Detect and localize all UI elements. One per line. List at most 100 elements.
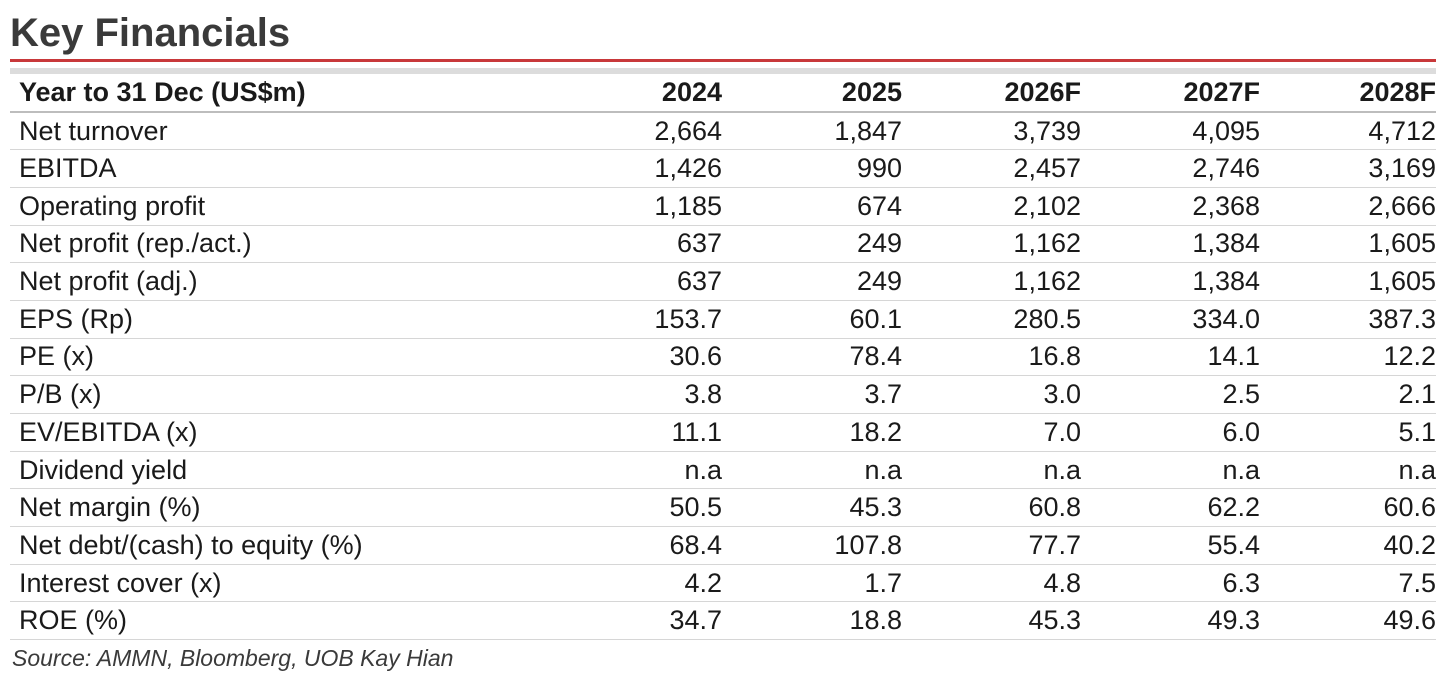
row-value: 50.5 [602,488,722,528]
table-row: Net debt/(cash) to equity (%) 68.4 107.8 77… [10,526,1436,565]
key-financials-table: Year to 31 Dec (US$m) 2024 2025 2026F 20… [10,74,1436,641]
row-value: 4.8 [902,564,1081,603]
row-label: ROE (%) [10,601,602,641]
row-value: 107.8 [722,526,902,565]
header-year: 2026F [902,74,1081,113]
row-value: 18.2 [722,413,902,452]
row-value: 14.1 [1081,338,1260,377]
row-value: 1,605 [1260,225,1436,264]
row-value: 1,847 [722,112,902,151]
row-label: Operating profit [10,187,602,226]
row-value: 49.3 [1081,601,1260,641]
row-value: 6.0 [1081,413,1260,452]
row-value: 77.7 [902,526,1081,565]
row-label: EPS (Rp) [10,300,602,339]
row-value: 2,746 [1081,149,1260,188]
row-value: 1,185 [602,187,722,226]
title-divider [10,59,1436,62]
row-value: 3.7 [722,375,902,414]
table-body: Net turnover 2,664 1,847 3,739 4,095 4,712 EBI… [10,112,1436,641]
row-value: 3,169 [1260,149,1436,188]
row-value: 30.6 [602,338,722,377]
row-value: 249 [722,225,902,264]
row-value: 3,739 [902,112,1081,151]
row-value: 334.0 [1081,300,1260,339]
row-value: 6.3 [1081,564,1260,603]
header-label: Year to 31 Dec (US$m) [10,74,602,113]
row-value: 7.5 [1260,564,1436,603]
row-value: 2.5 [1081,375,1260,414]
row-value: 68.4 [602,526,722,565]
row-value: 11.1 [602,413,722,452]
row-value: 4,095 [1081,112,1260,151]
row-label: EV/EBITDA (x) [10,413,602,452]
table-row: Net turnover 2,664 1,847 3,739 4,095 4,712 [10,112,1436,151]
header-band [10,68,1436,74]
row-value: 34.7 [602,601,722,641]
row-label: EBITDA [10,149,602,188]
row-value: 3.8 [602,375,722,414]
row-value: 40.2 [1260,526,1436,565]
row-value: 637 [602,262,722,301]
row-value: 16.8 [902,338,1081,377]
table-header-row: Year to 31 Dec (US$m) 2024 2025 2026F 20… [10,74,1436,113]
row-label: Net turnover [10,112,602,151]
row-value: 55.4 [1081,526,1260,565]
header-year: 2025 [722,74,902,113]
row-value: 5.1 [1260,413,1436,452]
row-value: 12.2 [1260,338,1436,377]
row-value: 637 [602,225,722,264]
source-note: Source: AMMN, Bloomberg, UOB Kay Hian [12,645,454,671]
row-value: 1.7 [722,564,902,603]
row-value: 280.5 [902,300,1081,339]
page-title: Key Financials [10,11,291,55]
header-year: 2028F [1260,74,1436,113]
row-value: n.a [1081,451,1260,490]
row-value: 1,426 [602,149,722,188]
row-value: 45.3 [722,488,902,528]
row-value: 674 [722,187,902,226]
row-value: 153.7 [602,300,722,339]
row-value: 60.8 [902,488,1081,528]
row-value: 78.4 [722,338,902,377]
row-value: 2,457 [902,149,1081,188]
table-row: Net profit (adj.) 637 249 1,162 1,384 1,605 [10,262,1436,301]
row-label: Net profit (rep./act.) [10,225,602,264]
header-year: 2024 [602,74,722,113]
row-label: Interest cover (x) [10,564,602,603]
table-row: P/B (x) 3.8 3.7 3.0 2.5 2.1 [10,375,1436,414]
row-value: 60.6 [1260,488,1436,528]
row-value: 1,384 [1081,225,1260,264]
table-row: Net margin (%) 50.5 45.3 60.8 62.2 60.6 [10,488,1436,528]
table-row: Operating profit 1,185 674 2,102 2,368 2,666 [10,187,1436,226]
row-value: n.a [602,451,722,490]
row-value: 2,664 [602,112,722,151]
table-row: EV/EBITDA (x) 11.1 18.2 7.0 6.0 5.1 [10,413,1436,452]
row-value: 62.2 [1081,488,1260,528]
row-label: P/B (x) [10,375,602,414]
row-value: 45.3 [902,601,1081,641]
row-value: 3.0 [902,375,1081,414]
row-value: 990 [722,149,902,188]
table-row: Dividend yield n.a n.a n.a n.a n.a [10,451,1436,490]
row-value: 49.6 [1260,601,1436,641]
table-row: PE (x) 30.6 78.4 16.8 14.1 12.2 [10,338,1436,377]
row-value: n.a [1260,451,1436,490]
row-value: 60.1 [722,300,902,339]
row-value: 1,384 [1081,262,1260,301]
header-year: 2027F [1081,74,1260,113]
row-value: n.a [902,451,1081,490]
row-value: n.a [722,451,902,490]
row-value: 1,605 [1260,262,1436,301]
table-row: ROE (%) 34.7 18.8 45.3 49.3 49.6 [10,601,1436,641]
row-value: 4,712 [1260,112,1436,151]
row-value: 7.0 [902,413,1081,452]
table-row: EPS (Rp) 153.7 60.1 280.5 334.0 387.3 [10,300,1436,339]
row-value: 2,368 [1081,187,1260,226]
table-row: Net profit (rep./act.) 637 249 1,162 1,384 1,… [10,225,1436,264]
row-value: 4.2 [602,564,722,603]
row-value: 18.8 [722,601,902,641]
row-label: Dividend yield [10,451,602,490]
row-label: PE (x) [10,338,602,377]
row-value: 1,162 [902,262,1081,301]
